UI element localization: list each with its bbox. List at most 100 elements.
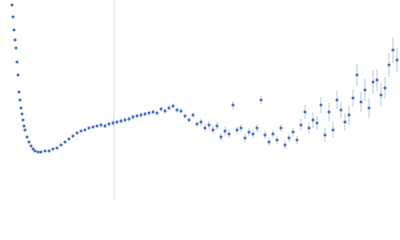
point (251, 132, 255, 136)
point (187, 118, 191, 122)
point (18, 98, 22, 102)
point (335, 98, 339, 102)
point (355, 73, 359, 77)
point (311, 118, 315, 122)
point (203, 126, 207, 130)
point (379, 93, 383, 97)
point (363, 88, 367, 92)
point (33, 149, 37, 153)
point (131, 115, 135, 119)
point (343, 120, 347, 124)
point (15, 60, 19, 64)
point (391, 48, 395, 52)
point (87, 126, 91, 130)
point (387, 63, 391, 67)
point (295, 138, 299, 142)
point (183, 114, 187, 118)
point (63, 140, 67, 144)
point (19, 106, 23, 110)
point (12, 28, 16, 32)
point (14, 46, 18, 50)
point (17, 90, 21, 94)
point (327, 110, 331, 114)
point (199, 120, 203, 124)
point (95, 124, 99, 128)
point (43, 149, 47, 153)
point (51, 147, 55, 151)
point (315, 121, 319, 125)
point (219, 135, 223, 139)
point (55, 146, 59, 150)
point (36, 150, 40, 154)
point (147, 111, 151, 115)
point (231, 103, 235, 107)
point (47, 149, 51, 153)
point (22, 124, 26, 128)
point (307, 126, 311, 130)
point (167, 106, 171, 110)
point (103, 124, 107, 128)
point (395, 58, 399, 62)
point (215, 124, 219, 128)
point (155, 111, 159, 115)
point (319, 103, 323, 107)
point (263, 133, 267, 137)
point (223, 129, 227, 133)
point (91, 125, 95, 129)
point (347, 113, 351, 117)
point (291, 130, 295, 134)
point (23, 128, 27, 132)
point (143, 112, 147, 116)
point (239, 126, 243, 130)
point (211, 128, 215, 132)
point (11, 15, 15, 19)
point (27, 140, 31, 144)
point (21, 118, 25, 122)
point (175, 108, 179, 112)
point (139, 113, 143, 117)
point (83, 128, 87, 132)
point (159, 107, 163, 111)
point (151, 110, 155, 114)
point (71, 134, 75, 138)
point (20, 112, 24, 116)
point (59, 143, 63, 147)
point (135, 114, 139, 118)
point (115, 120, 119, 124)
point (299, 123, 303, 127)
point (351, 96, 355, 100)
point (79, 129, 83, 133)
point (367, 106, 371, 110)
point (303, 110, 307, 114)
point (375, 78, 379, 82)
point (207, 123, 211, 127)
point (16, 73, 20, 77)
point (331, 128, 335, 132)
point (383, 86, 387, 90)
point (31, 147, 35, 151)
point (123, 118, 127, 122)
point (255, 126, 259, 130)
point (283, 143, 287, 147)
point (191, 113, 195, 117)
chart (10, 0, 399, 200)
point (235, 128, 239, 132)
point (111, 121, 115, 125)
point (287, 136, 291, 140)
point (279, 126, 283, 130)
point (163, 109, 167, 113)
point (13, 38, 17, 42)
point (275, 138, 279, 142)
point (179, 109, 183, 113)
point (29, 144, 33, 148)
point (119, 119, 123, 123)
point (271, 132, 275, 136)
point (99, 123, 103, 127)
point (127, 117, 131, 121)
point (107, 122, 111, 126)
point (323, 133, 327, 137)
point (247, 130, 251, 134)
point (75, 131, 79, 135)
point (359, 100, 363, 104)
point (243, 136, 247, 140)
